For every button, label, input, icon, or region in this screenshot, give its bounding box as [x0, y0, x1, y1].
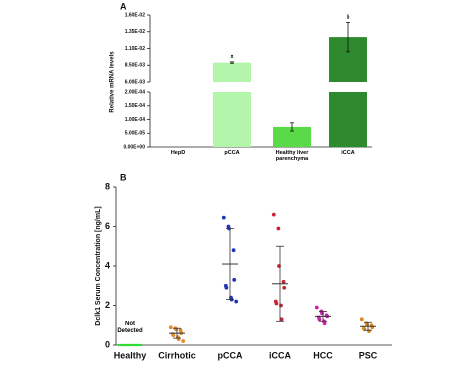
y-tick-label: 8 — [105, 181, 110, 191]
x-tick-label: HepD — [170, 150, 186, 156]
data-point — [282, 285, 287, 290]
data-point — [314, 305, 319, 310]
annotation: § — [347, 15, 350, 21]
data-point — [322, 321, 327, 326]
y-tick-label: 1.00E-04 — [125, 117, 146, 123]
data-point — [359, 317, 364, 322]
x-tick-label: iCCA — [341, 150, 355, 156]
bar — [213, 62, 251, 82]
x-tick-label: iCCA — [341, 150, 355, 156]
annotation: Not Detected — [117, 321, 143, 334]
x-tick-label: PSC — [359, 350, 378, 360]
data-point — [271, 212, 276, 217]
y-tick-label: 1.10E-02 — [125, 46, 146, 52]
data-point — [234, 299, 239, 304]
panel-label: B — [120, 172, 127, 182]
data-point — [317, 317, 322, 322]
bar — [329, 92, 367, 147]
y-tick-label: 1.50E-04 — [125, 103, 146, 109]
x-tick-label: HCC — [313, 350, 333, 360]
y-tick-label: 1.60E-02 — [125, 12, 146, 18]
y-tick-label: 6 — [105, 221, 110, 231]
y-tick-label: 2.00E-04 — [125, 89, 146, 95]
y-tick-label: 8.50E-03 — [125, 63, 146, 69]
data-point — [232, 277, 237, 282]
bar — [273, 126, 311, 147]
y-tick-label: 1.35E-02 — [125, 29, 146, 35]
data-point — [274, 301, 279, 306]
data-point — [171, 333, 176, 338]
data-point — [224, 285, 229, 290]
y-axis-label: Dclk1 Serum Concentration [ng/mL] — [95, 206, 102, 325]
bar — [213, 92, 251, 147]
x-tick-label: pCCA — [224, 150, 240, 156]
annotation: ¤ — [231, 54, 234, 60]
x-tick-label: pCCA — [224, 150, 240, 156]
data-point — [221, 215, 226, 220]
annotation: Not Detected — [117, 321, 143, 334]
data-point — [178, 328, 183, 333]
data-point — [281, 279, 286, 284]
x-tick-label: Healthy — [114, 350, 147, 360]
data-point — [168, 325, 173, 330]
panel-label: A — [120, 1, 127, 11]
y-tick-label: 5.00E-05 — [125, 131, 146, 137]
y-tick-label: 2 — [105, 300, 110, 310]
x-tick-label: Healthy liver parenchyma — [275, 150, 309, 162]
x-tick-label: Cirrhotic — [158, 350, 196, 360]
x-tick-label: pCCA — [218, 350, 243, 360]
y-tick-label: 0.00E+00 — [123, 144, 145, 150]
y-axis-label: Relative mRNA levels — [110, 51, 116, 113]
y-tick-label: 4 — [105, 260, 110, 270]
y-tick-label: 0 — [105, 339, 110, 349]
x-tick-label: Healthy liver parenchyma — [275, 150, 309, 162]
data-point — [231, 248, 236, 253]
data-point — [279, 317, 284, 322]
x-tick-label: iCCA — [269, 350, 291, 360]
data-point — [181, 339, 186, 343]
x-tick-label: HepD — [170, 150, 186, 156]
y-tick-label: 6.00E-03 — [125, 79, 146, 85]
data-point — [276, 226, 281, 231]
